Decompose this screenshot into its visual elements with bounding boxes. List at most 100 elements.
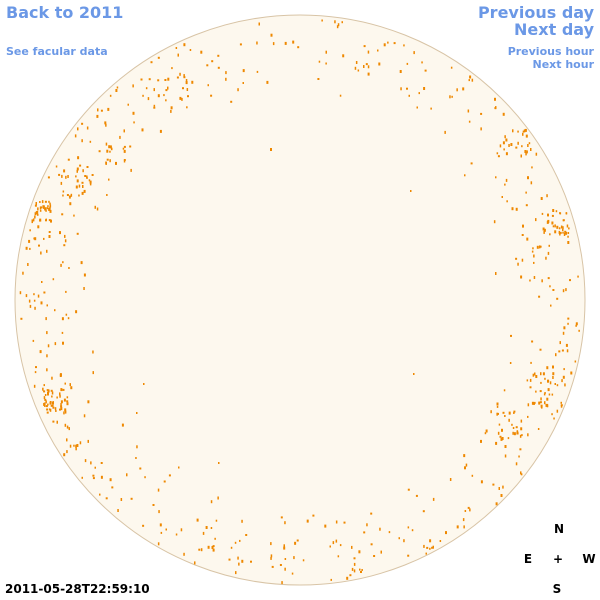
facula-spot — [167, 86, 169, 90]
facula-spot — [46, 354, 48, 358]
facula-spot — [50, 404, 53, 407]
facula-spot — [540, 381, 542, 384]
facula-spot — [546, 366, 549, 370]
facula-spot — [335, 539, 338, 543]
facula-spot — [55, 410, 57, 412]
facula-spot — [548, 393, 551, 396]
facula-spot — [542, 372, 545, 376]
facula-spot — [520, 473, 523, 476]
facula-spot — [547, 251, 550, 255]
facula-spot — [96, 114, 99, 118]
facula-spot — [294, 541, 297, 545]
facula-spot — [535, 375, 538, 378]
facula-spot — [52, 420, 55, 423]
facula-spot — [335, 520, 338, 524]
facula-spot — [552, 209, 555, 212]
facula-spot — [60, 407, 63, 411]
facula-spot — [425, 552, 427, 555]
facula-spot — [562, 226, 564, 230]
previous-day-link[interactable]: Previous day — [477, 3, 594, 22]
facula-spot — [119, 135, 121, 139]
facula-spot — [200, 50, 203, 54]
facula-spot — [343, 521, 346, 524]
facula-spot — [549, 285, 551, 288]
facula-spot — [45, 400, 47, 404]
facula-spot — [99, 493, 101, 496]
facula-spot — [511, 207, 514, 211]
facula-spot — [123, 145, 126, 148]
facula-spot — [37, 225, 40, 229]
facula-spot — [63, 411, 65, 415]
facula-spot — [462, 87, 465, 91]
facula-spot — [225, 71, 227, 75]
facula-spot — [256, 41, 258, 45]
next-day-link[interactable]: Next day — [514, 20, 594, 39]
facula-spot — [49, 206, 51, 210]
next-hour-link[interactable]: Next hour — [532, 58, 595, 71]
facula-spot — [66, 425, 69, 429]
facula-spot — [363, 45, 366, 48]
facula-spot — [527, 415, 529, 418]
facula-spot — [565, 343, 568, 347]
facula-spot — [76, 179, 79, 183]
facular-data-link[interactable]: See facular data — [6, 45, 108, 58]
facula-spot — [230, 546, 233, 549]
facula-spot — [511, 423, 513, 426]
facula-spot — [78, 184, 81, 188]
solar-disk — [14, 14, 586, 586]
facula-spot — [81, 122, 84, 125]
facula-spot — [34, 204, 37, 207]
facula-spot — [60, 405, 63, 408]
facula-spot — [60, 400, 63, 404]
facula-spot — [76, 444, 79, 447]
facula-spot — [539, 401, 542, 404]
facula-spot — [354, 66, 357, 70]
facula-spot — [407, 526, 410, 529]
facula-spot — [163, 480, 166, 483]
facula-spot — [185, 79, 188, 82]
facula-spot — [239, 539, 241, 542]
facula-spot — [157, 56, 160, 59]
previous-hour-link[interactable]: Previous hour — [507, 45, 594, 58]
facula-spot — [445, 531, 447, 535]
facula-spot — [399, 70, 402, 73]
facula-spot — [567, 317, 570, 320]
facula-spot — [47, 391, 49, 394]
compass-west-label: W — [582, 552, 596, 566]
facula-spot — [86, 126, 89, 130]
facula-spot — [39, 206, 42, 210]
facula-spot — [127, 103, 129, 106]
facula-spot — [100, 462, 103, 464]
facula-spot — [360, 571, 362, 573]
facula-spot — [210, 500, 213, 504]
facula-spot — [554, 383, 556, 385]
observation-timestamp: 2011-05-28T22:59:10 — [5, 582, 150, 596]
facula-spot — [182, 87, 184, 90]
facula-spot — [574, 360, 577, 363]
facula-spot — [424, 69, 427, 72]
facula-spot — [525, 204, 528, 207]
facula-spot — [517, 141, 519, 145]
facula-spot — [109, 159, 111, 163]
facula-spot — [77, 127, 79, 131]
back-to-year-link[interactable]: Back to 2011 — [6, 3, 124, 22]
facula-spot — [66, 450, 68, 454]
facula-spot — [521, 145, 523, 148]
facula-spot — [513, 432, 516, 436]
facula-spot — [167, 77, 170, 81]
facula-spot — [542, 227, 545, 231]
facula-spot — [565, 288, 567, 292]
facula-spot — [515, 146, 518, 149]
facula-spot — [551, 413, 553, 416]
facula-spot — [471, 78, 474, 82]
facula-spot — [46, 249, 48, 253]
facula-spot — [540, 197, 543, 200]
facula-spot — [234, 541, 237, 544]
facula-spot — [512, 129, 514, 133]
facula-spot — [66, 396, 69, 399]
facula-spot — [556, 384, 559, 387]
facula-spot — [67, 158, 70, 161]
facula-spot — [186, 106, 188, 109]
facula-spot — [411, 529, 414, 532]
facula-spot — [43, 390, 46, 393]
